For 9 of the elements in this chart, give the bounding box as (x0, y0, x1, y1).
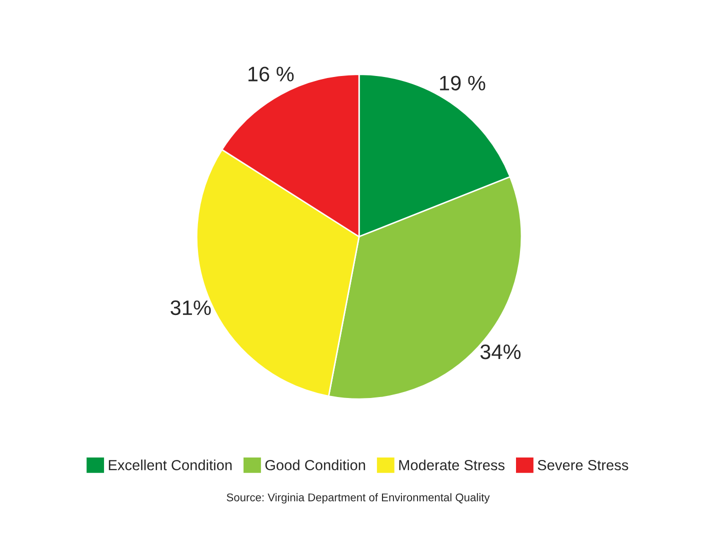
legend-label: Good Condition (265, 460, 366, 470)
data-label: 16 % (248, 66, 294, 82)
legend-label: Excellent Condition (108, 460, 232, 470)
data-label: 31% (170, 300, 211, 316)
source-note: Source: Virginia Department of Environmental Quality (226, 493, 490, 504)
data-label: 19 % (440, 76, 486, 90)
data-label: 34% (480, 344, 521, 360)
legend-label: Severe Stress (538, 460, 628, 470)
legend-label: Moderate Stress (399, 460, 505, 470)
